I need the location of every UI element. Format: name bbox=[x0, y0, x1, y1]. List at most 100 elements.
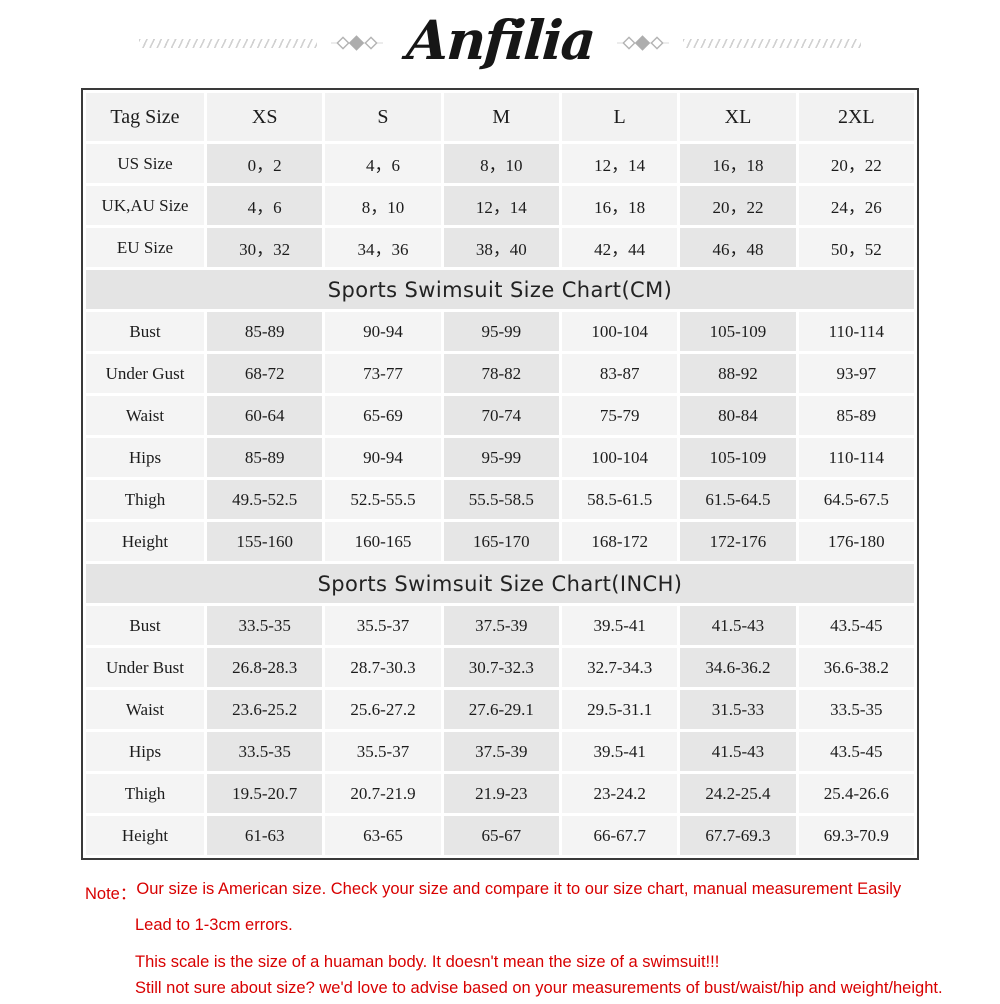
table-cell: 32.7-34.3 bbox=[561, 648, 678, 687]
note-line: This scale is the size of a huaman body.… bbox=[135, 953, 720, 971]
table-row: Hips 33.5-35 35.5-37 37.5-39 39.5-41 41.5-43 4… bbox=[86, 732, 914, 771]
table-cell: 85-89 bbox=[207, 438, 323, 477]
table-cell: 95-99 bbox=[443, 312, 559, 351]
table-cell: 73-77 bbox=[325, 354, 441, 393]
table-cell: 12，14 bbox=[561, 144, 678, 183]
table-cell: 160-165 bbox=[325, 522, 441, 561]
table-cell: 168-172 bbox=[561, 522, 678, 561]
table-cell: 21.9-23 bbox=[443, 774, 559, 813]
row-label: Thigh bbox=[86, 774, 204, 813]
note-text: Our size is American size. Check your si… bbox=[136, 880, 902, 898]
table-cell: 28.7-30.3 bbox=[325, 648, 441, 687]
header-tag-size: Tag Size bbox=[86, 93, 204, 141]
table-cell: 110-114 bbox=[798, 312, 914, 351]
row-label: Hips bbox=[86, 732, 204, 771]
table-cell: 176-180 bbox=[798, 522, 914, 561]
table-cell: 30，32 bbox=[207, 228, 323, 267]
table-cell: 0，2 bbox=[207, 144, 323, 183]
table-cell: 34，36 bbox=[325, 228, 441, 267]
table-cell: 58.5-61.5 bbox=[561, 480, 678, 519]
table-row: Bust 33.5-35 35.5-37 37.5-39 39.5-41 41.5-43 4… bbox=[86, 606, 914, 645]
note-line: Lead to 1-3cm errors. bbox=[135, 916, 293, 934]
table-cell: 66-67.7 bbox=[561, 816, 678, 855]
table-cell: 65-67 bbox=[443, 816, 559, 855]
table-cell: 25.6-27.2 bbox=[325, 690, 441, 729]
header-row: Tag Size XS S M L XL 2XL bbox=[86, 93, 914, 141]
table-cell: 85-89 bbox=[798, 396, 914, 435]
row-label: Thigh bbox=[86, 480, 204, 519]
table-cell: 30.7-32.3 bbox=[443, 648, 559, 687]
hatch-line-right bbox=[683, 38, 862, 48]
table-cell: 172-176 bbox=[680, 522, 796, 561]
table-cell: 93-97 bbox=[798, 354, 914, 393]
table-cell: 38，40 bbox=[443, 228, 559, 267]
note-line: Still not sure about size? we'd love to … bbox=[135, 979, 943, 997]
brand-logo: Anfilia bbox=[404, 8, 596, 72]
table-cell: 25.4-26.6 bbox=[798, 774, 914, 813]
table-cell: 27.6-29.1 bbox=[443, 690, 559, 729]
column-header: S bbox=[325, 93, 441, 141]
section-banner: Sports Swimsuit Size Chart(CM) bbox=[86, 270, 914, 309]
table-cell: 20.7-21.9 bbox=[325, 774, 441, 813]
section-banner: Sports Swimsuit Size Chart(INCH) bbox=[86, 564, 914, 603]
table-cell: 60-64 bbox=[207, 396, 323, 435]
column-header: 2XL bbox=[798, 93, 914, 141]
table-cell: 33.5-35 bbox=[798, 690, 914, 729]
table-cell: 85-89 bbox=[207, 312, 323, 351]
table-cell: 35.5-37 bbox=[325, 606, 441, 645]
section-banner-row: Sports Swimsuit Size Chart(CM) bbox=[86, 270, 914, 309]
column-header: L bbox=[561, 93, 678, 141]
table-cell: 88-92 bbox=[680, 354, 796, 393]
table-cell: 24.2-25.4 bbox=[680, 774, 796, 813]
table-cell: 100-104 bbox=[561, 438, 678, 477]
table-row: Bust 85-89 90-94 95-99 100-104 105-109 110-114 bbox=[86, 312, 914, 351]
table-cell: 4，6 bbox=[207, 186, 323, 225]
note-line: Note： Our size is American size. Check y… bbox=[85, 880, 945, 904]
brand-header: Anfilia bbox=[0, 4, 1000, 82]
row-label: Under Gust bbox=[86, 354, 204, 393]
table-cell: 20，22 bbox=[798, 144, 914, 183]
table-cell: 35.5-37 bbox=[325, 732, 441, 771]
row-label: Waist bbox=[86, 690, 204, 729]
table-cell: 16，18 bbox=[561, 186, 678, 225]
table-row: Hips 85-89 90-94 95-99 100-104 105-109 110-114 bbox=[86, 438, 914, 477]
table-row: Thigh 19.5-20.7 20.7-21.9 21.9-23 23-24.2 24.… bbox=[86, 774, 914, 813]
table-cell: 26.8-28.3 bbox=[207, 648, 323, 687]
table-cell: 36.6-38.2 bbox=[798, 648, 914, 687]
table-cell: 16，18 bbox=[680, 144, 796, 183]
table-cell: 41.5-43 bbox=[680, 732, 796, 771]
table-cell: 64.5-67.5 bbox=[798, 480, 914, 519]
table-cell: 43.5-45 bbox=[798, 606, 914, 645]
column-header: XL bbox=[680, 93, 796, 141]
table-cell: 33.5-35 bbox=[207, 732, 323, 771]
table-cell: 55.5-58.5 bbox=[443, 480, 559, 519]
row-label: Bust bbox=[86, 606, 204, 645]
table-row: Height 61-63 63-65 65-67 66-67.7 67.7-69.3 69.… bbox=[86, 816, 914, 855]
table-cell: 155-160 bbox=[207, 522, 323, 561]
table-cell: 37.5-39 bbox=[443, 606, 559, 645]
table-cell: 70-74 bbox=[443, 396, 559, 435]
table-cell: 42，44 bbox=[561, 228, 678, 267]
row-label: Waist bbox=[86, 396, 204, 435]
table-row: Thigh 49.5-52.5 52.5-55.5 55.5-58.5 58.5-61.… bbox=[86, 480, 914, 519]
table-cell: 63-65 bbox=[325, 816, 441, 855]
table-cell: 105-109 bbox=[680, 312, 796, 351]
table-cell: 24，26 bbox=[798, 186, 914, 225]
table-cell: 23.6-25.2 bbox=[207, 690, 323, 729]
section-banner-row: Sports Swimsuit Size Chart(INCH) bbox=[86, 564, 914, 603]
size-chart-section: Tag Size XS S M L XL 2XL US Size 0，2 4，6 8，10 12，14… bbox=[81, 88, 919, 860]
table-cell: 69.3-70.9 bbox=[798, 816, 914, 855]
table-cell: 39.5-41 bbox=[561, 732, 678, 771]
diamond-ornament-right-icon bbox=[617, 35, 670, 51]
table-cell: 90-94 bbox=[325, 438, 441, 477]
table-cell: 39.5-41 bbox=[561, 606, 678, 645]
table-cell: 43.5-45 bbox=[798, 732, 914, 771]
table-row: Height 155-160 160-165 165-170 168-172 172-17… bbox=[86, 522, 914, 561]
row-label: Under Bust bbox=[86, 648, 204, 687]
table-cell: 33.5-35 bbox=[207, 606, 323, 645]
table-cell: 100-104 bbox=[561, 312, 678, 351]
row-label: Hips bbox=[86, 438, 204, 477]
row-label: Height bbox=[86, 816, 204, 855]
table-cell: 165-170 bbox=[443, 522, 559, 561]
note-label: Note： bbox=[85, 885, 137, 903]
